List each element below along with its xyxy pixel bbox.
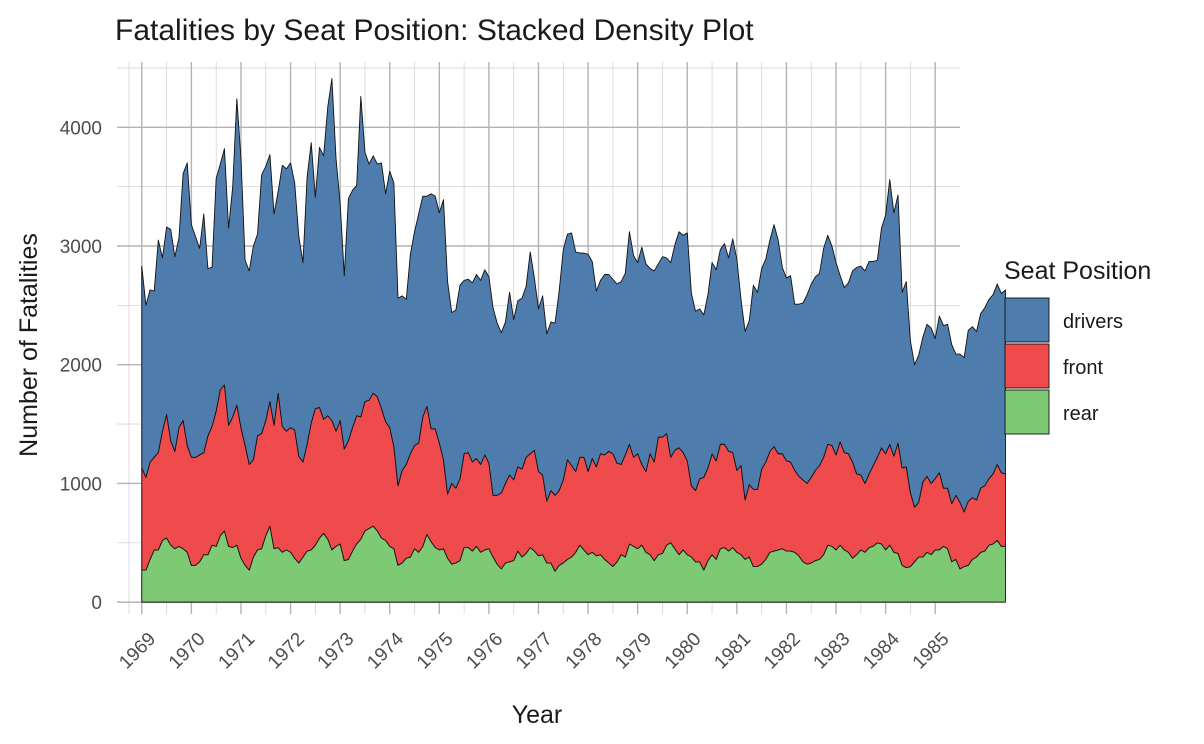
x-tick-label: 1977	[512, 629, 557, 674]
legend-title: Seat Position	[1004, 257, 1151, 285]
x-tick-label: 1970	[165, 629, 210, 674]
x-tick-label: 1980	[661, 629, 706, 674]
y-tick-label: 0	[91, 593, 102, 614]
legend-swatch-front	[1004, 343, 1050, 389]
legend-swatch-drivers	[1004, 297, 1050, 343]
area-drivers	[141, 78, 1006, 513]
x-tick-label: 1981	[710, 629, 755, 674]
x-tick-label: 1978	[562, 629, 607, 674]
legend-items: drivers front rear	[1004, 297, 1123, 435]
chart-title: Fatalities by Seat Position: Stacked Den…	[115, 14, 754, 47]
y-tick-label: 4000	[60, 118, 102, 139]
y-tick-label: 3000	[60, 237, 102, 258]
x-tick-label: 1985	[909, 629, 954, 674]
y-axis-ticks: 0 1000 2000 3000 4000	[60, 118, 102, 614]
x-tick-label: 1969	[115, 629, 160, 674]
legend-swatch-rear	[1004, 389, 1050, 435]
x-tick-label: 1975	[413, 629, 458, 674]
x-tick-label: 1972	[264, 629, 309, 674]
x-axis-ticks: 1969 1970 1971 1972 1973 1974 1975 1976 1977 1978…	[115, 628, 953, 673]
y-axis-title: Number of Fatalities	[15, 233, 43, 457]
legend: Seat Position drivers front rear	[1004, 257, 1151, 435]
x-tick-label: 1979	[611, 629, 656, 674]
x-axis-title: Year	[512, 701, 563, 729]
legend-label-drivers: drivers	[1063, 311, 1123, 333]
legend-label-front: front	[1063, 357, 1103, 379]
x-tick-label: 1982	[760, 629, 805, 674]
legend-label-rear: rear	[1063, 403, 1099, 425]
x-tick-label: 1971	[215, 629, 260, 674]
y-tick-label: 1000	[60, 474, 102, 495]
x-tick-label: 1973	[314, 629, 359, 674]
y-tick-label: 2000	[60, 356, 102, 377]
x-tick-label: 1983	[810, 629, 855, 674]
area-series	[141, 78, 1006, 603]
x-tick-label: 1976	[462, 629, 507, 674]
x-tick-label: 1984	[859, 628, 904, 673]
x-tick-label: 1974	[363, 628, 408, 673]
